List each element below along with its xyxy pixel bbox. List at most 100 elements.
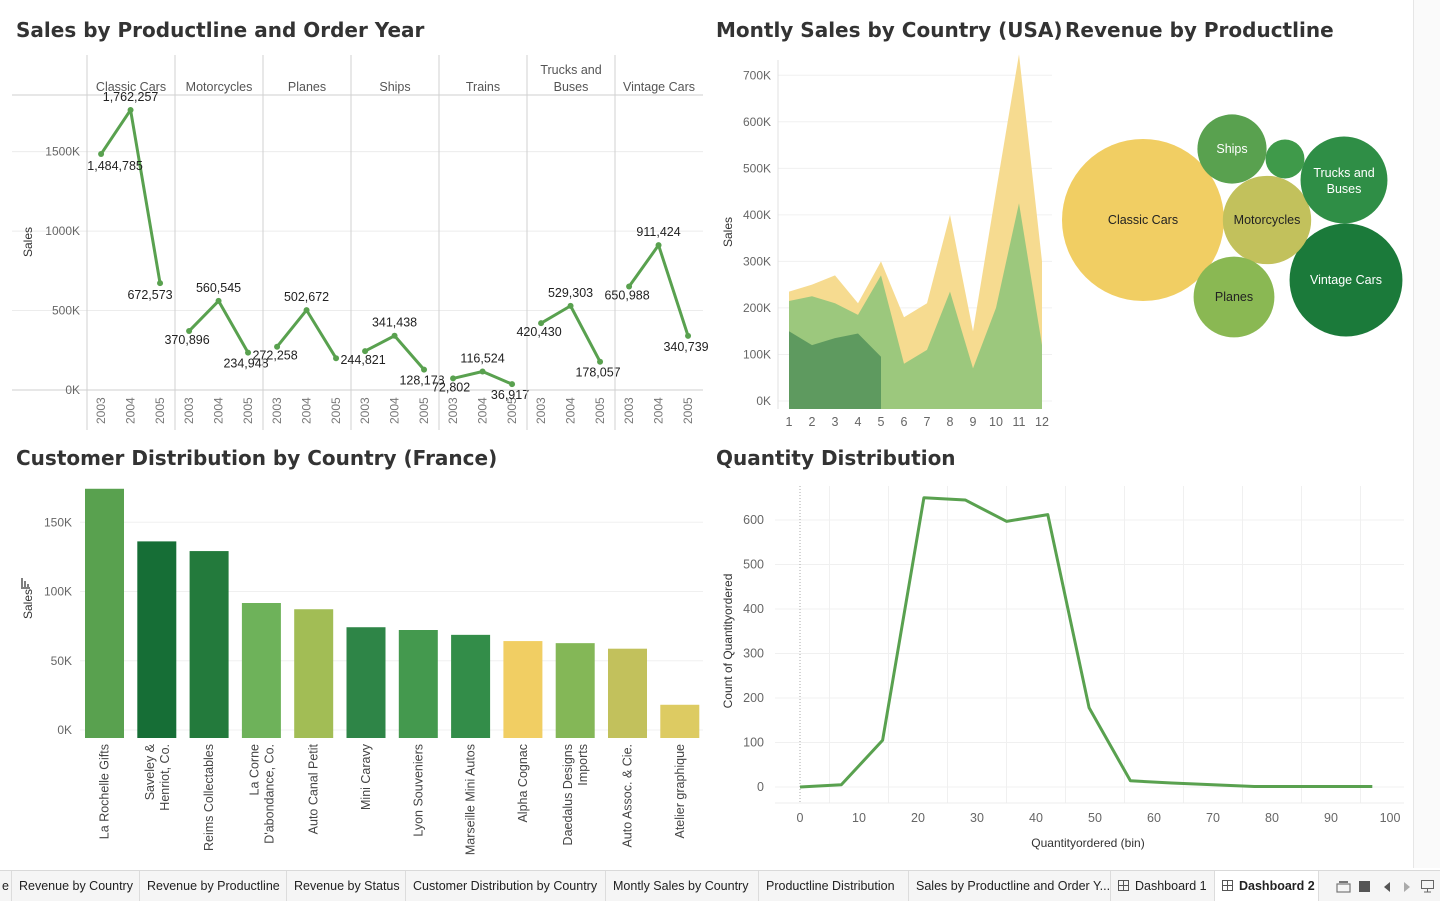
x-tick-label: 10 [852,811,866,825]
next-sheet-icon[interactable] [1403,882,1411,892]
y-tick-label: 600 [743,513,764,527]
x-tick-label: 11 [1013,415,1026,429]
series-line [799,496,1373,789]
bubble-label: Planes [1215,290,1253,304]
x-tick-label: 2004 [476,397,490,424]
x-tick-label: 20 [911,811,925,825]
x-tick-label: 10 [989,415,1003,429]
data-point [567,302,574,309]
data-point [333,355,340,362]
x-tick-label: Henriot, Co. [158,744,172,811]
tab-productline-distribution[interactable]: Productline Distribution [759,871,909,901]
x-tick-label: Alpha Cognac [516,744,530,823]
y-tick-label: 600K [743,115,771,129]
bar [189,551,229,738]
quantity-distribution-chart[interactable]: 0 10 20 30 40 50 60 70 80 90 100010020030040050060… [0,0,1420,868]
y-tick-label: 1500K [45,145,80,159]
bar [503,641,543,738]
data-label: 1,484,785 [87,159,143,173]
x-tick-label: 4 [855,415,862,429]
x-tick-label: 30 [970,811,984,825]
y-tick-label: 100 [743,736,764,750]
panel-header-label: Vintage Cars [623,80,695,94]
x-tick-label: 2004 [652,397,666,424]
revenue-bubble-chart[interactable]: Classic Cars Vintage Cars Motorcycles Truck… [0,0,1410,440]
data-point [450,375,457,382]
bubble [1197,114,1267,184]
customer-distribution-chart[interactable]: 0K 50K 100K 150K Sales La Rochelle Gifts Savel… [0,0,710,868]
x-tick-label: 6 [901,415,908,429]
x-tick-label: Auto Assoc. & Cie. [621,744,635,848]
tab-revenue-by-country[interactable]: Revenue by Country [12,871,140,901]
data-label: 244,821 [340,353,385,367]
bar [555,643,595,738]
x-tick-label: 9 [970,415,977,429]
data-point [685,332,692,339]
area-series [789,331,881,409]
data-point [157,280,164,287]
grid-view-icon[interactable] [1359,881,1371,893]
bubble-label: Motorcycles [1234,213,1301,227]
x-tick-label: Reims Collectables [202,744,216,851]
x-tick-label: 90 [1324,811,1338,825]
title-revenue-by-productline: Revenue by Productline [1065,18,1334,42]
x-tick-label: 2005 [593,397,607,424]
y-axis-label: Sales [21,227,35,257]
x-tick-label: 2003 [182,397,196,424]
x-tick-label: 100 [1380,811,1401,825]
sales-by-productline-chart[interactable]: 0K 500K 1000K 1500K Sales Classic Cars 2003 200… [0,0,710,440]
tab-dashboard-1[interactable]: Dashboard 1 [1111,871,1215,901]
tab-revenue-by-status[interactable]: Revenue by Status [287,871,406,901]
title-quantity-distribution: Quantity Distribution [716,446,956,470]
tab-customer-distribution-by-country[interactable]: Customer Distribution by Country [406,871,606,901]
x-tick-label: 40 [1029,811,1043,825]
bar [660,704,700,738]
vertical-scrollbar[interactable] [1413,0,1440,868]
y-tick-label: 200K [743,301,771,315]
x-tick-label: 2005 [417,397,431,424]
x-tick-label: 2003 [270,397,284,424]
tab-partial[interactable]: e [0,871,12,901]
data-label: 36,917 [491,388,529,402]
y-tick-label: 0K [65,383,80,397]
bar [608,648,647,738]
data-point [274,343,281,350]
x-tick-label: 70 [1206,811,1220,825]
x-axis-label: Quantityordered (bin) [1031,836,1144,850]
x-tick-label: 2 [809,415,816,429]
bubble-label: Buses [1327,182,1362,196]
present-icon[interactable] [1421,880,1435,893]
x-tick-label: 2003 [358,397,372,424]
data-label: 272,258 [252,349,297,363]
panel-header-label: Classic Cars [96,80,166,94]
tab-montly-sales-by-country[interactable]: Montly Sales by Country [606,871,759,901]
bar [137,541,177,738]
tab-sales-by-productline-and-order-year[interactable]: Sales by Productline and Order Y... [909,871,1111,901]
y-tick-label: 200 [743,691,764,705]
tab-revenue-by-productline[interactable]: Revenue by Productline [140,871,287,901]
tab-dashboard-2[interactable]: Dashboard 2 [1215,871,1319,901]
x-tick-label: 2004 [300,397,314,424]
bubble-label: Ships [1216,142,1247,156]
bar [85,488,124,738]
y-tick-label: 1000K [45,224,80,238]
y-tick-label: 0K [756,394,771,408]
data-point [303,307,310,314]
x-tick-label: 2003 [622,397,636,424]
panel-header-label: Planes [288,80,326,94]
data-label: 178,057 [575,366,620,380]
data-label: 650,988 [604,289,649,303]
x-tick-label: 2004 [564,397,578,424]
x-tick-label: Marseille Mini Autos [464,744,478,855]
panel-header-label: Buses [554,80,589,94]
x-tick-label: 2004 [124,397,138,424]
x-tick-label: Auto Canal Petit [307,743,321,834]
bubble-label: Classic Cars [1108,213,1178,227]
prev-sheet-icon[interactable] [1383,882,1391,892]
x-tick-label: Atelier graphique [673,744,687,839]
x-tick-label: 2003 [94,397,108,424]
filmstrip-icon[interactable] [1336,881,1351,893]
data-point [127,106,134,113]
bubble [1062,139,1224,301]
